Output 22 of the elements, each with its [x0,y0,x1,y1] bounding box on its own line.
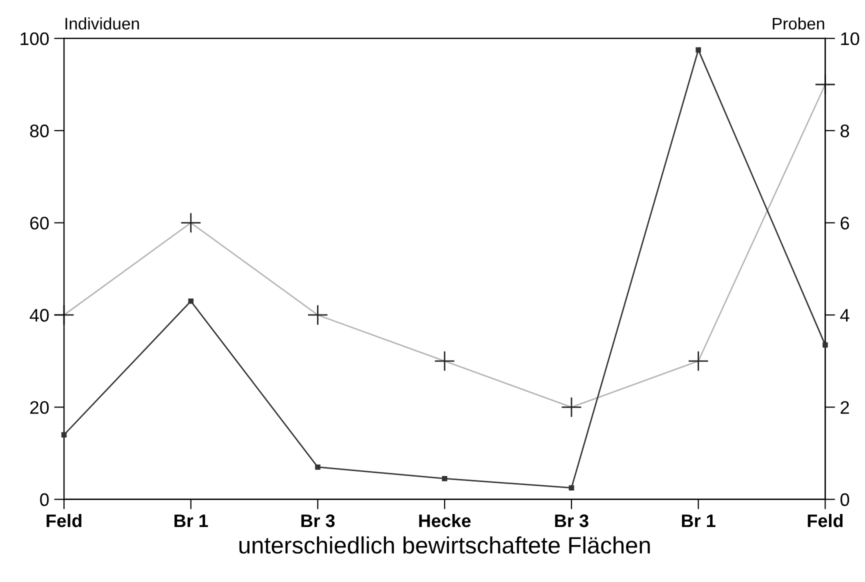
y-tick-label: 20 [30,401,49,414]
x-tick-label: Br 3 [555,514,588,528]
y-tick-label: 40 [30,308,49,322]
x-tick-label: Br 1 [682,514,716,528]
y2-tick-label: 2 [840,401,849,414]
y-tick-label: 60 [30,216,49,230]
y2-tick-label: 6 [840,216,850,230]
y-tick-label: 80 [30,124,49,138]
y-tick-label: 100 [20,32,49,46]
x-tick-label: Feld [808,514,843,528]
x-axis-title: unterschiedlich bewirtschaftete Flächen [239,536,650,554]
y2-tick-label: 4 [840,309,850,322]
x-tick-label: Br 3 [301,514,335,528]
y2-tick-label: 0 [840,493,850,506]
y-tick-label: 0 [40,493,49,506]
y-axis-title: Individuen [66,17,139,30]
y2-axis-title: Proben [772,17,824,30]
y2-tick-label: 10 [841,32,860,46]
y2-tick-label: 8 [840,124,850,138]
x-tick-label: Hecke [419,514,471,528]
x-tick-label: Feld [46,514,82,528]
x-tick-label: Br 1 [174,514,208,528]
